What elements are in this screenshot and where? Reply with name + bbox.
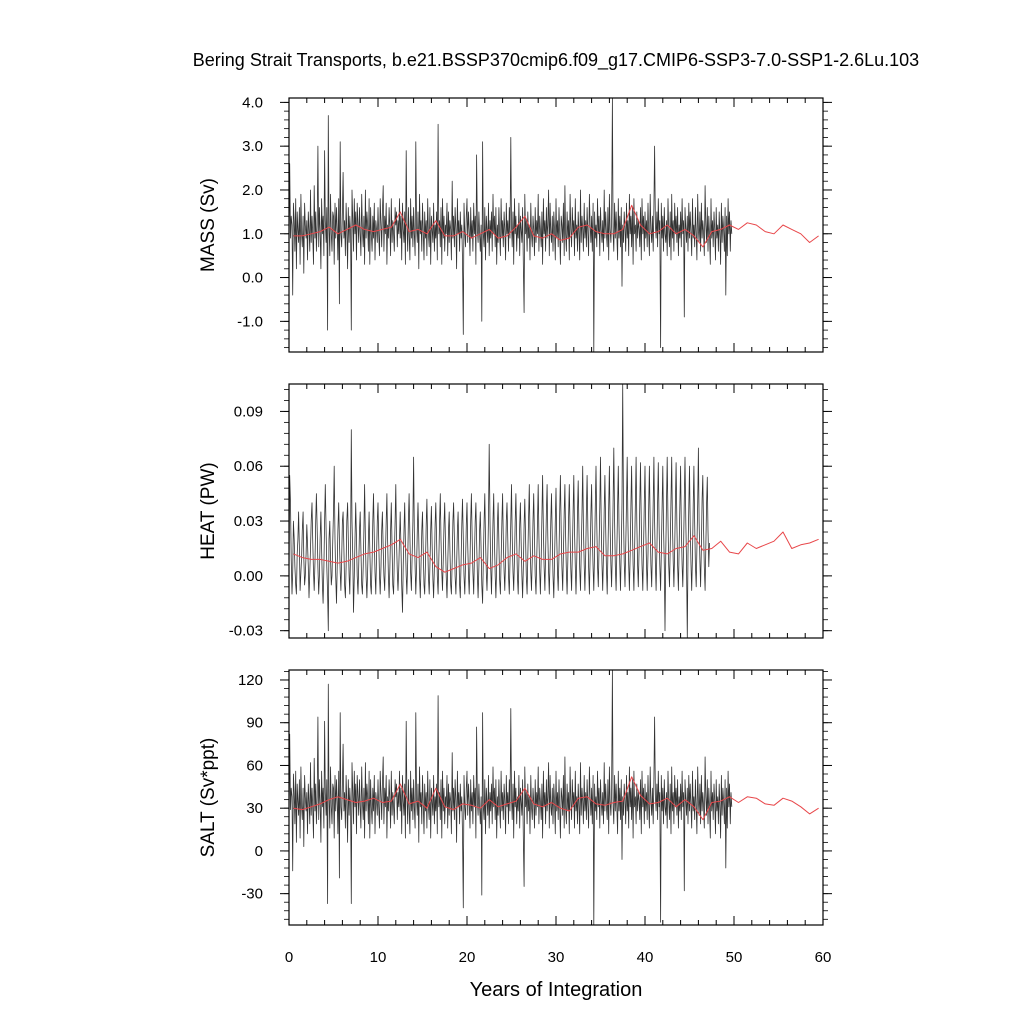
y-tick-label: -1.0 bbox=[237, 313, 263, 330]
y-axis-label-heat: HEAT (PW) bbox=[198, 462, 219, 559]
x-axis-label: Years of Integration bbox=[470, 979, 643, 1001]
y-tick-label: 120 bbox=[238, 672, 263, 689]
y-axis-label-salt: SALT (Sv*ppt) bbox=[198, 738, 219, 858]
monthly-series-line-mass bbox=[289, 98, 733, 352]
y-tick-label: 0.09 bbox=[234, 403, 263, 420]
y-tick-label: 0 bbox=[255, 843, 263, 860]
panel-salt: 120 90 60 30 0 -30 SALT (Sv*ppt) 0 10 20 30 40 50 60 Y… bbox=[198, 669, 832, 1001]
y-tick-label: 1.0 bbox=[242, 226, 263, 243]
panel-mass: 4.0 3.0 2.0 1.0 0.0 -1.0 MASS (Sv) bbox=[198, 94, 832, 353]
y-tick-label: 0.00 bbox=[234, 568, 263, 585]
annual-series-line-salt bbox=[293, 776, 819, 821]
y-tick-label: 3.0 bbox=[242, 138, 263, 155]
x-tick-label: 30 bbox=[548, 949, 565, 966]
y-tick-label: -30 bbox=[241, 886, 263, 903]
annual-series-line-mass bbox=[293, 204, 819, 248]
y-axis-label-mass: MASS (Sv) bbox=[198, 178, 219, 272]
y-tick-label: -0.03 bbox=[229, 623, 263, 640]
y-tick-label: 0.0 bbox=[242, 270, 263, 287]
annual-series-line-heat bbox=[293, 531, 819, 573]
x-tick-label: 20 bbox=[459, 949, 476, 966]
y-tick-label: 60 bbox=[246, 757, 263, 774]
x-tick-label: 60 bbox=[815, 949, 832, 966]
x-tick-label: 50 bbox=[726, 949, 743, 966]
y-tick-label: 90 bbox=[246, 715, 263, 732]
x-tick-label: 40 bbox=[637, 949, 654, 966]
figure-title: Bering Strait Transports, b.e21.BSSP370c… bbox=[193, 50, 919, 71]
x-tick-label: 10 bbox=[370, 949, 387, 966]
monthly-series-line-salt bbox=[289, 670, 733, 925]
y-tick-label: 2.0 bbox=[242, 182, 263, 199]
y-tick-label: 30 bbox=[246, 800, 263, 817]
x-tick-label: 0 bbox=[285, 949, 293, 966]
y-tick-label: 0.03 bbox=[234, 513, 263, 530]
panels-group: 4.0 3.0 2.0 1.0 0.0 -1.0 MASS (Sv) 0.09 0.06 0.03… bbox=[198, 94, 832, 1001]
monthly-series-line-heat bbox=[289, 384, 710, 638]
y-tick-label: 4.0 bbox=[242, 94, 263, 111]
panel-heat: 0.09 0.06 0.03 0.00 -0.03 HEAT (PW) bbox=[198, 383, 832, 640]
y-tick-label: 0.06 bbox=[234, 458, 263, 475]
